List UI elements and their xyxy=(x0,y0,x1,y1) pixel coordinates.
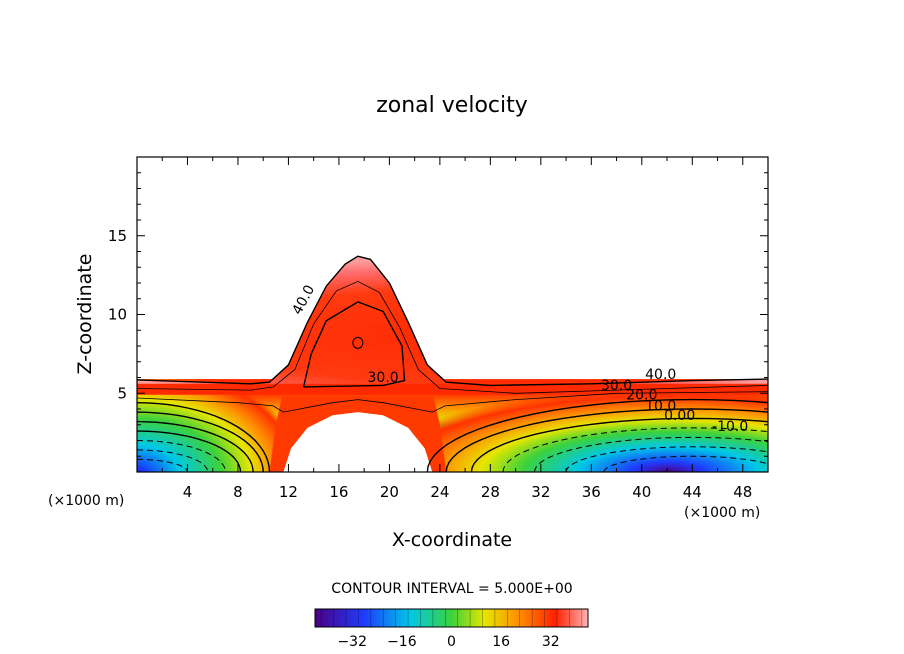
y-tick-label: 5 xyxy=(117,384,127,402)
colorbar-tick-label: 0 xyxy=(447,634,456,650)
x-tick-label: 24 xyxy=(430,483,449,501)
contour-left-6 xyxy=(137,458,188,472)
x-tick-label: 4 xyxy=(183,483,193,501)
contour-left-4 xyxy=(137,440,226,472)
contour-field xyxy=(137,256,768,472)
contour-label: 10.0 xyxy=(645,399,676,415)
x-tick-label: 36 xyxy=(582,483,601,501)
contour-left-5 xyxy=(137,449,209,472)
contour-right-0 xyxy=(426,398,768,472)
contour-35 xyxy=(137,280,768,394)
colorbar: −32 −16 0 16 32 xyxy=(314,608,589,650)
x-tick-label: 28 xyxy=(481,483,500,501)
y-tick-label: 15 xyxy=(108,227,127,245)
contour-right-3 xyxy=(502,427,768,472)
contour-label: 30.0 xyxy=(601,378,632,394)
x-tick-label: 44 xyxy=(683,483,702,501)
x-axis-label: X-coordinate xyxy=(392,529,512,551)
colorbar-tick-label: 32 xyxy=(542,634,560,650)
axis-ticks xyxy=(137,157,768,472)
contour-30-core xyxy=(302,301,406,388)
x-tick-label: 8 xyxy=(233,483,243,501)
contour-30 xyxy=(137,391,768,413)
chart-title: zonal velocity xyxy=(376,93,528,118)
contour-label: 30.0 xyxy=(368,370,399,386)
contour-left-1 xyxy=(137,411,264,472)
contour-left-2 xyxy=(137,420,254,472)
x-tick-label: 16 xyxy=(329,483,348,501)
x-tick-label: 48 xyxy=(733,483,752,501)
colorbar-ticks: −32 −16 0 16 32 xyxy=(320,609,583,650)
contour-max-ring xyxy=(352,336,364,349)
contour-label: 40.0 xyxy=(645,367,676,383)
x-tick-label: 40 xyxy=(632,483,651,501)
contour-40 xyxy=(137,255,768,387)
x-tick-label: 20 xyxy=(380,483,399,501)
contour-left-0 xyxy=(137,402,271,472)
x-tick-label: 12 xyxy=(279,483,298,501)
y-scale-note: (×1000 m) xyxy=(684,505,760,521)
contour-right-6 xyxy=(603,455,768,472)
y-axis-label: Z-coordinate xyxy=(74,254,96,375)
contour-left-3 xyxy=(137,430,242,472)
contour-label: -10.0 xyxy=(712,419,748,435)
contour-interval-text: CONTOUR INTERVAL = 5.000E+00 xyxy=(331,581,572,597)
y-tick-labels: 5 10 15 xyxy=(108,227,127,403)
contour-lines xyxy=(137,255,768,472)
colorbar-tick-label: 16 xyxy=(492,634,510,650)
contour-label: 0.00 xyxy=(664,408,695,424)
colorbar-tick-label: −16 xyxy=(387,634,417,650)
contour-right-5 xyxy=(565,446,768,472)
colorbar-tick-label: −32 xyxy=(337,634,367,650)
masked-hill xyxy=(283,412,433,472)
x-scale-note: (×1000 m) xyxy=(48,493,124,509)
y-tick-label: 10 xyxy=(108,306,127,324)
x-tick-label: 32 xyxy=(531,483,550,501)
x-tick-labels: 4 8 12 16 20 24 28 32 36 40 44 48 xyxy=(183,483,753,501)
colorbar-fill xyxy=(314,608,589,628)
contour-label: 20.0 xyxy=(626,388,657,404)
contour-right-1 xyxy=(445,408,768,472)
field-layer-jet-dome xyxy=(137,256,768,386)
contour-right-2 xyxy=(470,417,768,472)
